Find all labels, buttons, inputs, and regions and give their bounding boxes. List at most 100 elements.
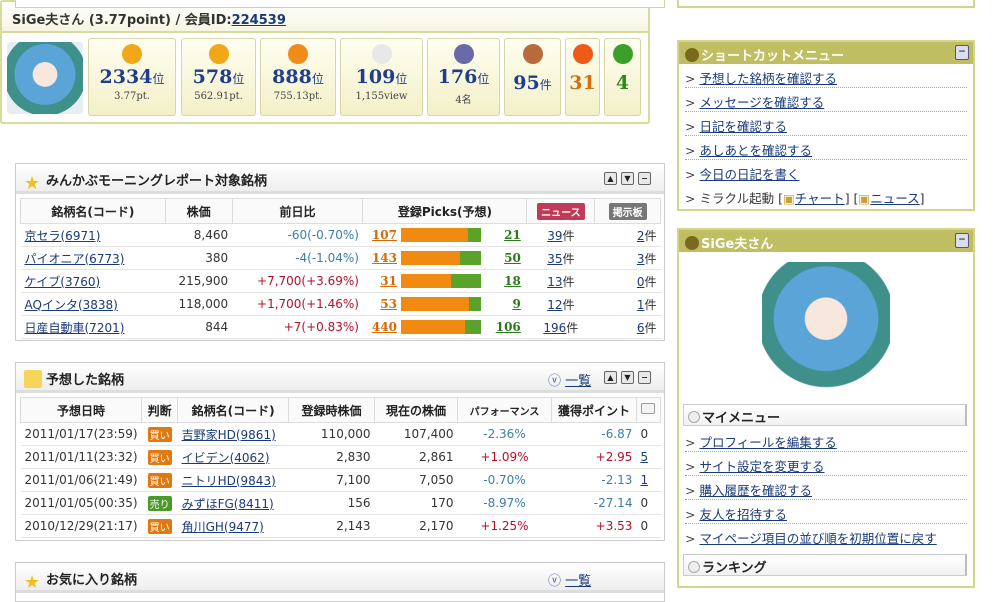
chevron-down-icon[interactable]: ⓥ [548, 374, 562, 389]
stock-link[interactable]: 日産自動車(7201) [24, 320, 125, 335]
menu-item[interactable]: > 日記を確認する [685, 112, 967, 136]
menu-item[interactable]: > マイページ項目の並び順を初期位置に戻す [685, 531, 937, 546]
user-image [762, 262, 890, 388]
comment-count: 0 [640, 427, 649, 441]
stock-link[interactable]: 京セラ(6971) [24, 228, 101, 243]
menu-item[interactable]: > 友人を招待する [685, 500, 967, 524]
move-up-icon[interactable]: ▲ [604, 371, 617, 384]
menu-item[interactable]: > プロフィールを編集する [685, 428, 967, 452]
stat-box[interactable]: 95件 [504, 38, 561, 116]
notebook-icon [522, 44, 543, 64]
stat-box[interactable]: 888位 755.13pt. [260, 38, 336, 116]
stock-link[interactable]: みずほFG(8411) [181, 496, 274, 511]
board-count-link[interactable]: 0 [636, 274, 645, 289]
menu-link[interactable]: 予想した銘柄を確認する [699, 71, 837, 86]
member-id-link[interactable]: 224539 [231, 13, 286, 28]
move-down-icon[interactable]: ▼ [621, 371, 634, 384]
stock-link[interactable]: イビデン(4062) [181, 450, 270, 465]
move-down-icon[interactable]: ▼ [621, 172, 634, 185]
menu-link[interactable]: メッセージを確認する [699, 95, 825, 110]
sell-picks-link[interactable]: 21 [504, 227, 521, 242]
board-count-link[interactable]: 3 [636, 251, 645, 266]
trophy-icon [453, 44, 474, 64]
collapse-icon[interactable]: − [638, 172, 651, 185]
menu-link[interactable]: プロフィールを編集する [699, 435, 837, 450]
stock-link[interactable]: 吉野家HD(9861) [181, 427, 276, 442]
stat-value: 4 [615, 72, 630, 94]
stock-link[interactable]: ニトリHD(9843) [181, 473, 276, 488]
stat-value: 31 [569, 72, 596, 94]
mymenu-header[interactable]: マイメニュー [683, 404, 967, 426]
person-icon [685, 48, 699, 62]
buy-picks-link[interactable]: 53 [380, 296, 397, 311]
avatar[interactable] [7, 42, 83, 114]
comment-count-link[interactable]: 1 [640, 473, 649, 487]
news-count-link[interactable]: 39 [547, 228, 563, 243]
sell-picks-link[interactable]: 9 [512, 296, 521, 311]
news-count-link[interactable]: 12 [547, 297, 563, 312]
stat-box[interactable]: 31 [565, 38, 600, 116]
menu-item[interactable]: > あしあとを確認する [685, 136, 967, 160]
menu-link[interactable]: 今日の日記を書く [699, 167, 800, 182]
buy-picks-link[interactable]: 31 [380, 273, 397, 288]
change: +7(+0.83%) [232, 315, 363, 339]
stock-link[interactable]: ケイブ(3760) [24, 274, 101, 289]
table-row: 京セラ(6971) 8,460 -60(-0.70%) 107 21 39件 2… [20, 223, 661, 247]
morning-table: 銘柄名(コード) 株価 前日比 登録Picks(予想) ニュース 掲示板 京セラ… [20, 198, 661, 339]
comment-count-link[interactable]: 5 [640, 450, 649, 464]
menu-link[interactable]: あしあとを確認する [699, 143, 812, 158]
panel-header: ショートカットメニュー − [679, 42, 973, 64]
news-count-link[interactable]: 35 [547, 251, 563, 266]
menu-link[interactable]: マイページ項目の並び順を初期位置に戻す [699, 531, 937, 546]
menu-link[interactable]: サイト設定を変更する [699, 459, 825, 474]
collapse-icon[interactable]: − [955, 45, 969, 60]
col-date: 予想日時 [19, 397, 143, 423]
buy-picks-link[interactable]: 143 [371, 250, 397, 265]
buy-picks-link[interactable]: 440 [371, 319, 397, 334]
ranking-header[interactable]: ランキング [683, 554, 967, 576]
board-count-link[interactable]: 1 [636, 297, 645, 312]
list-link[interactable]: 一覧 [565, 574, 592, 589]
sell-picks-link[interactable]: 106 [495, 319, 521, 334]
stat-box[interactable]: 2334位 3.77pt. [88, 38, 176, 116]
stock-link[interactable]: パイオニア(6773) [24, 251, 125, 266]
user-name: SiGe夫さん (3.77point) / 会員ID: [12, 13, 232, 28]
board-count-link[interactable]: 6 [636, 320, 645, 335]
menu-item[interactable]: > メッセージを確認する [685, 88, 967, 112]
collapse-icon[interactable]: − [638, 371, 651, 384]
stock-link[interactable]: AQインタ(3838) [24, 297, 118, 312]
news-count-link[interactable]: 13 [547, 274, 563, 289]
news-count-link[interactable]: 196 [543, 320, 567, 335]
menu-link[interactable]: 友人を招待する [699, 507, 787, 522]
sell-picks-link[interactable]: 50 [504, 250, 521, 265]
chevron-down-icon[interactable]: ⓥ [548, 574, 562, 589]
sell-picks-link[interactable]: 18 [504, 273, 521, 288]
stat-box[interactable]: 4 [604, 38, 641, 116]
move-up-icon[interactable]: ▲ [604, 172, 617, 185]
menu-link[interactable]: 日記を確認する [699, 119, 787, 134]
table-row: AQインタ(3838) 118,000 +1,700(+1.46%) 53 9 … [20, 292, 661, 316]
menu-link[interactable]: 購入履歴を確認する [699, 483, 812, 498]
list-link[interactable]: 一覧 [565, 374, 592, 389]
col-points: 獲得ポイント [550, 397, 637, 423]
menu-item[interactable]: > 今日の日記を書く [685, 167, 800, 182]
stat-value: 109位 [355, 66, 408, 88]
news-link[interactable]: ニュース [870, 191, 920, 206]
menu-item[interactable]: > 購入履歴を確認する [685, 476, 967, 500]
stat-box[interactable]: 176位 4名 [427, 38, 500, 116]
panel-title: SiGe夫さん [701, 237, 774, 252]
stock-link[interactable]: 角川GH(9477) [181, 519, 264, 534]
date: 2011/01/05(00:35) [20, 491, 142, 515]
menu-item[interactable]: > 予想した銘柄を確認する [685, 64, 967, 88]
date: 2011/01/11(23:32) [20, 445, 142, 469]
chart-link[interactable]: チャート [794, 191, 845, 206]
ranking-label: ランキング [702, 561, 767, 576]
board-count-link[interactable]: 2 [636, 228, 645, 243]
stat-box[interactable]: 109位 1,155view [340, 38, 423, 116]
buy-picks-link[interactable]: 107 [371, 227, 397, 242]
menu-item[interactable]: > サイト設定を変更する [685, 452, 967, 476]
stat-box[interactable]: 578位 562.91pt. [181, 38, 256, 116]
table-row: 2011/01/06(21:49) 買い ニトリHD(9843) 7,100 7… [20, 468, 661, 492]
miracle-item: > ミラクル起動 [▣チャート] [▣ニュース] [685, 191, 925, 206]
collapse-icon[interactable]: − [955, 233, 969, 248]
